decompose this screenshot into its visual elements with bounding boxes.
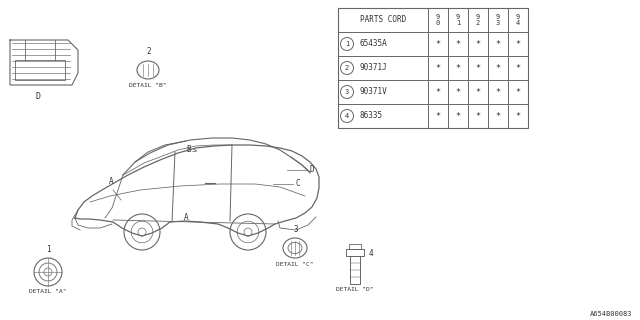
Text: 3: 3 bbox=[345, 89, 349, 95]
Text: A654B00083: A654B00083 bbox=[589, 311, 632, 317]
Text: *: * bbox=[435, 87, 440, 97]
Text: 1: 1 bbox=[45, 245, 51, 254]
Text: 9
3: 9 3 bbox=[496, 14, 500, 26]
Text: 3: 3 bbox=[294, 225, 298, 234]
Text: *: * bbox=[435, 63, 440, 73]
Text: DETAIL "C": DETAIL "C" bbox=[276, 262, 314, 267]
Text: *: * bbox=[476, 87, 481, 97]
Text: *: * bbox=[495, 87, 500, 97]
Bar bbox=[346, 249, 364, 256]
Text: *: * bbox=[515, 63, 520, 73]
Text: 9
1: 9 1 bbox=[456, 14, 460, 26]
Text: DETAIL "B": DETAIL "B" bbox=[129, 83, 167, 88]
Bar bbox=[350, 256, 360, 284]
Text: *: * bbox=[456, 87, 461, 97]
Text: *: * bbox=[495, 111, 500, 121]
Text: *: * bbox=[476, 39, 481, 49]
Text: B: B bbox=[186, 146, 191, 155]
Text: 2: 2 bbox=[345, 65, 349, 71]
Text: *: * bbox=[476, 111, 481, 121]
Text: *: * bbox=[456, 111, 461, 121]
Text: DETAIL "D": DETAIL "D" bbox=[336, 287, 374, 292]
Text: *: * bbox=[515, 39, 520, 49]
Text: 1: 1 bbox=[345, 41, 349, 47]
Text: 2: 2 bbox=[147, 47, 151, 56]
Text: *: * bbox=[435, 39, 440, 49]
Text: 9
2: 9 2 bbox=[476, 14, 480, 26]
Text: 86335: 86335 bbox=[360, 111, 383, 121]
Text: 4: 4 bbox=[369, 249, 374, 258]
Text: C: C bbox=[295, 180, 300, 188]
Text: 9
4: 9 4 bbox=[516, 14, 520, 26]
Bar bbox=[349, 244, 361, 249]
Text: 90371V: 90371V bbox=[360, 87, 388, 97]
Text: *: * bbox=[515, 87, 520, 97]
Text: *: * bbox=[456, 39, 461, 49]
Text: 65435A: 65435A bbox=[360, 39, 388, 49]
Text: D: D bbox=[35, 92, 40, 101]
Text: *: * bbox=[495, 39, 500, 49]
Text: 9
0: 9 0 bbox=[436, 14, 440, 26]
Text: D: D bbox=[309, 165, 314, 174]
Text: A: A bbox=[109, 177, 113, 186]
Bar bbox=[15, 60, 65, 80]
Text: *: * bbox=[476, 63, 481, 73]
Text: DETAIL "A": DETAIL "A" bbox=[29, 289, 67, 294]
Text: *: * bbox=[515, 111, 520, 121]
Text: PARTS CORD: PARTS CORD bbox=[360, 15, 406, 25]
Text: A: A bbox=[184, 213, 188, 222]
Text: *: * bbox=[456, 63, 461, 73]
Text: *: * bbox=[435, 111, 440, 121]
Text: *: * bbox=[495, 63, 500, 73]
Text: 90371J: 90371J bbox=[360, 63, 388, 73]
Bar bbox=[338, 8, 528, 128]
Text: 4: 4 bbox=[345, 113, 349, 119]
